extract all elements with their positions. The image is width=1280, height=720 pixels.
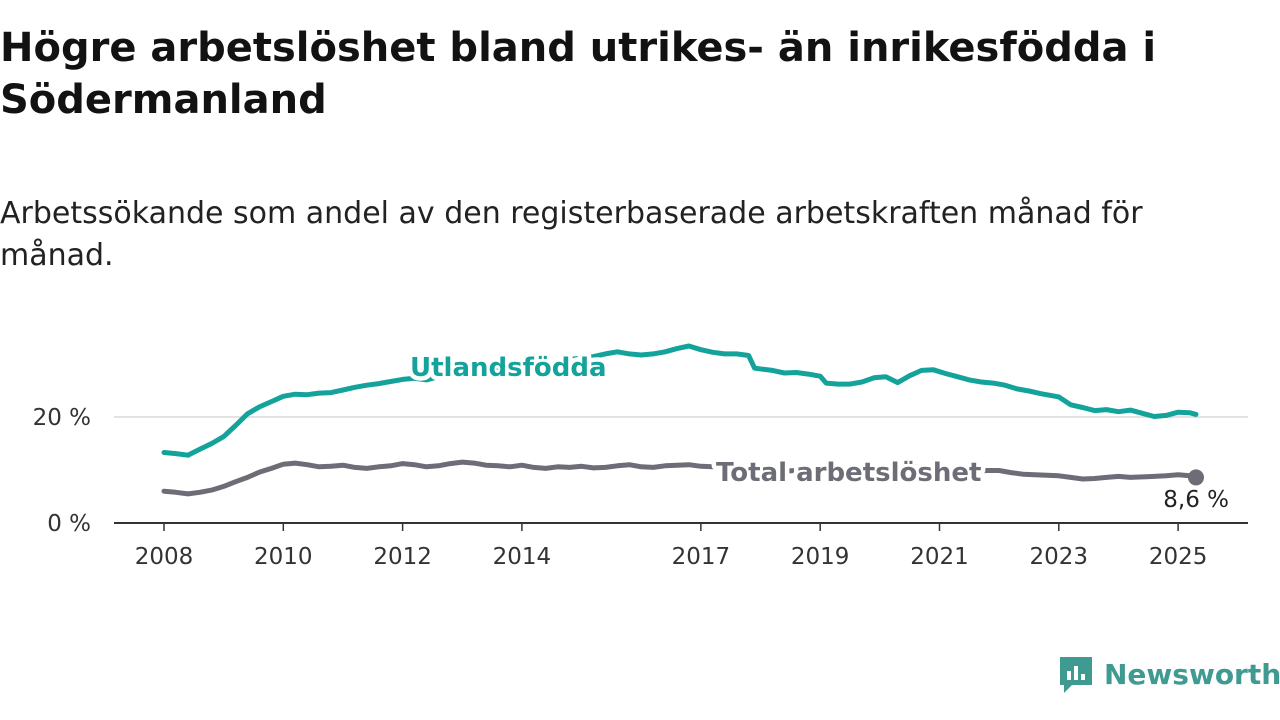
x-tick-label: 2010 (254, 544, 313, 570)
x-tick-label: 2012 (373, 544, 432, 570)
series-label-utlandsfodda: Utlandsfödda (410, 353, 607, 383)
x-tick-label: 2014 (493, 544, 552, 570)
newsworthy-logo-icon (1060, 657, 1092, 693)
series-label-total-halo: Total arbetslöshet (716, 458, 981, 488)
axis-layer: 0 % 20 % 2008 2010 2012 2014 2017 2019 2021 2023 2… (33, 405, 1248, 570)
series-line-utlandsfodda (161, 343, 1199, 458)
end-value-label: 8,6 % (1163, 487, 1229, 513)
brand-name: Newsworthy (1104, 658, 1280, 691)
chart-title: Högre arbetslöshet bland utrikes- än inr… (0, 25, 1157, 123)
x-tick-label: 2023 (1030, 544, 1089, 570)
x-tick-label: 2021 (910, 544, 969, 570)
series-line-total (161, 459, 1199, 497)
series-layer (161, 343, 1204, 497)
series-label-utlandsfodda-halo: Utlandsfödda (410, 353, 607, 383)
series-label-total: Total arbetslöshet (716, 458, 981, 488)
brand-logo: Newsworthy (1058, 654, 1280, 696)
series-end-marker (1188, 469, 1204, 486)
chart-subtitle: Arbetssökande som andel av den registerb… (0, 196, 1143, 273)
line-chart: 0 % 20 % 2008 2010 2012 2014 2017 2019 2021 2023 2… (33, 343, 1248, 570)
x-tick-label: 2008 (135, 544, 194, 570)
y-tick-label: 20 % (33, 405, 91, 431)
y-tick-label: 0 % (47, 511, 91, 537)
x-tick-label: 2025 (1149, 544, 1208, 570)
x-tick-label: 2019 (791, 544, 850, 570)
x-tick-label: 2017 (672, 544, 731, 570)
